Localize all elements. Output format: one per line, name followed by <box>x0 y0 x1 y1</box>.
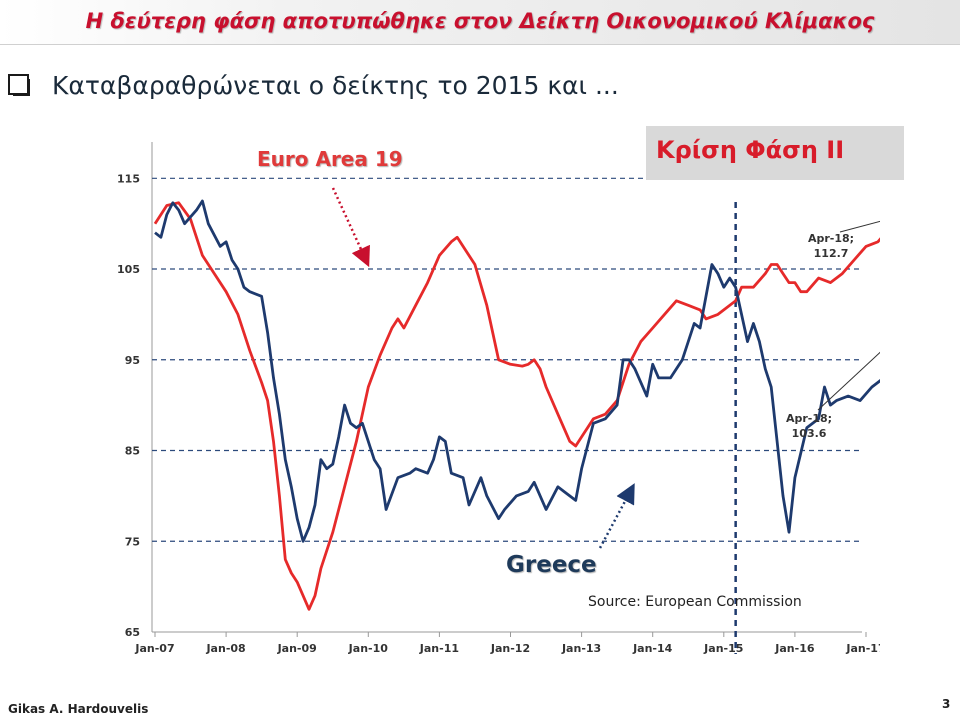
x-tick-label-jan-14: Jan-14 <box>632 642 673 655</box>
x-tick-label-jan-15: Jan-15 <box>703 642 743 655</box>
series-line-euro-area <box>153 201 880 611</box>
y-tick-label-105: 105 <box>117 263 140 276</box>
source-note: Source: European Commission <box>588 594 802 610</box>
annotation-greece-value: 103.6 <box>791 427 827 440</box>
x-tick-label-jan-12: Jan-12 <box>490 642 530 655</box>
y-tick-label-85: 85 <box>125 445 140 458</box>
annotation-euro-area-value: 112.7 <box>813 247 849 260</box>
line-chart: 65 75 85 95 105 115 Jan-07 Jan-08 Jan-09 Jan-10 Ja… <box>117 142 880 655</box>
x-tick-label-jan-08: Jan-08 <box>205 642 245 655</box>
annotation-greece-date: Apr-18; <box>786 412 833 425</box>
y-tick-label-65: 65 <box>125 626 140 639</box>
y-tick-label-95: 95 <box>125 354 140 367</box>
legend-euro-area: Euro Area 19 <box>257 147 403 171</box>
x-tick-label-jan-10: Jan-10 <box>348 642 389 655</box>
page-number: 3 <box>942 697 951 711</box>
series-line-greece <box>154 199 880 543</box>
legend-greece: Greece <box>506 552 597 578</box>
header-banner: Η δεύτερη φάση αποτυπώθηκε στον Δείκτη Ο… <box>0 0 960 45</box>
bullet-text: Καταβαραθρώνεται ο δείκτης το 2015 και .… <box>52 70 619 100</box>
annotation-leader-euro-area <box>839 220 880 233</box>
bullet-row: Καταβαραθρώνεται ο δείκτης το 2015 και .… <box>8 68 619 102</box>
x-tick-label-jan-11: Jan-11 <box>419 642 459 655</box>
annotation-greece-last: Apr-18; 103.6 <box>786 411 832 441</box>
annotation-euro-area-last: Apr-18; 112.7 <box>808 231 854 261</box>
footer-author: Gikas A. Hardouvelis <box>8 702 149 716</box>
x-tick-label-jan-16: Jan-16 <box>774 642 815 655</box>
page-title: Η δεύτερη φάση αποτυπώθηκε στον Δείκτη Ο… <box>85 9 875 33</box>
annotation-leader-greece <box>817 351 880 411</box>
x-tick-label-jan-13: Jan-13 <box>561 642 601 655</box>
square-bullet-icon <box>8 74 30 96</box>
x-tick-label-jan-07: Jan-07 <box>134 642 174 655</box>
x-tick-label-jan-09: Jan-09 <box>277 642 317 655</box>
annotation-euro-area-date: Apr-18; <box>808 232 855 245</box>
crisis-phase-label: Κρίση Φάση ΙΙ <box>656 136 845 164</box>
pointer-arrow-euro-area <box>331 187 370 268</box>
pointer-arrow-greece <box>598 483 635 549</box>
y-tick-label-75: 75 <box>125 535 140 548</box>
crisis-phase-box: Κρίση Φάση ΙΙ <box>646 126 904 180</box>
x-tick-label-jan-17: Jan-17 <box>845 642 880 655</box>
y-tick-label-115: 115 <box>117 172 140 185</box>
